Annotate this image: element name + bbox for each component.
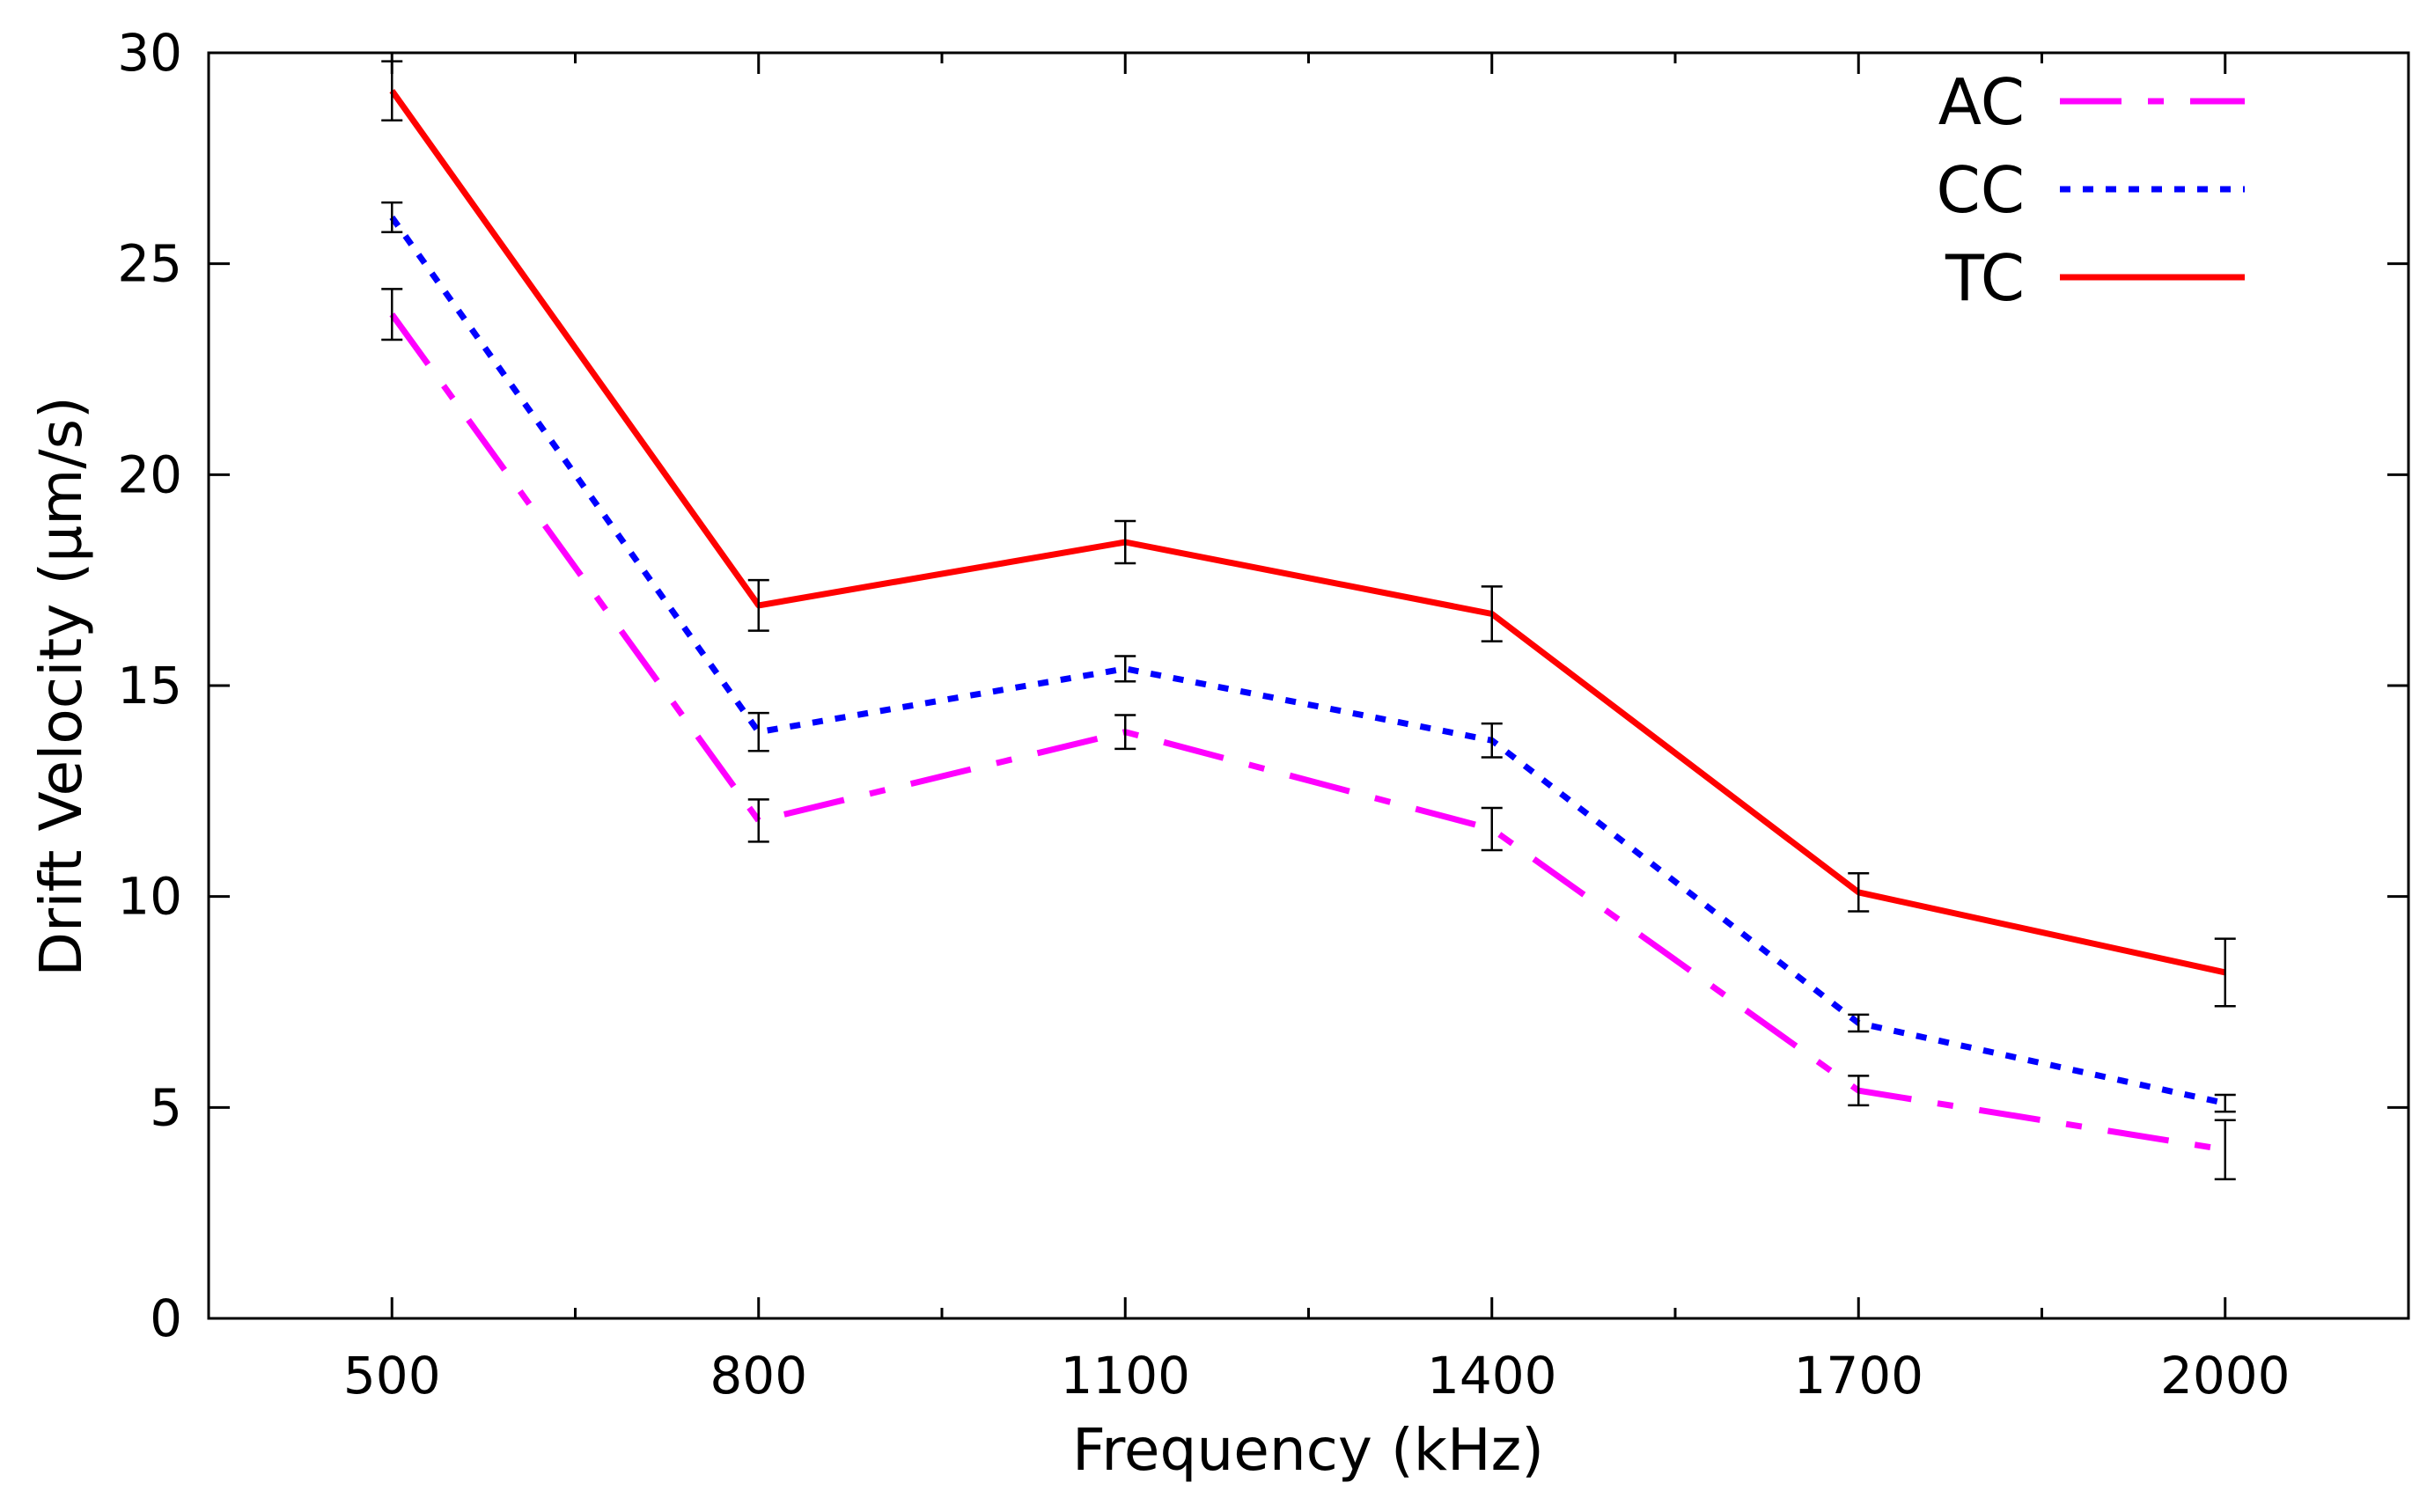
y-tick-label: 0 (150, 1288, 182, 1348)
series-line-tc (389, 89, 2226, 976)
y-tick-label: 30 (117, 23, 182, 83)
legend-item-cc: CC (1936, 153, 2245, 227)
y-tick-label: 10 (117, 867, 182, 927)
y-tick-label: 20 (117, 444, 182, 504)
error-bar (1848, 1075, 1870, 1107)
error-bar (1114, 655, 1136, 683)
series-line-ac (389, 312, 2226, 1153)
x-tick-label: 1700 (1793, 1346, 1923, 1406)
x-axis-ticks: 500 800 1100 1400 1700 2000 (343, 53, 2291, 1406)
error-bar (747, 711, 769, 752)
error-bar (381, 201, 403, 233)
legend-item-tc: TC (1945, 241, 2245, 315)
error-bar (1481, 585, 1503, 642)
error-bar (381, 60, 403, 121)
y-axis-title: Drift Velocity (µm/s) (27, 396, 95, 977)
x-axis-title: Frequency (kHz) (1072, 1416, 1544, 1484)
legend-label: TC (1945, 241, 2025, 315)
series-layer (381, 60, 2236, 1181)
y-tick-label: 15 (117, 656, 182, 716)
legend-label: CC (1936, 153, 2025, 227)
series-tc (381, 60, 2236, 1008)
error-bar (747, 798, 769, 843)
y-axis-ticks: 0 5 10 15 20 25 30 (117, 23, 2408, 1348)
error-bar (1848, 872, 1870, 913)
error-bar (1481, 806, 1503, 852)
legend: AC CC TC (1936, 65, 2245, 315)
error-bar (1481, 722, 1503, 759)
error-bar (1848, 1013, 1870, 1033)
y-tick-label: 25 (117, 234, 182, 294)
series-line-cc (389, 215, 2226, 1106)
error-bar (747, 578, 769, 632)
x-tick-label: 1400 (1427, 1346, 1557, 1406)
legend-label: AC (1938, 65, 2025, 139)
error-bar (1114, 714, 1136, 751)
series-ac (381, 288, 2236, 1181)
x-tick-label: 500 (343, 1346, 441, 1406)
error-bar (1114, 519, 1136, 565)
error-bar (2214, 1093, 2236, 1113)
error-bar (2214, 937, 2236, 1008)
error-bar (381, 288, 403, 341)
x-tick-label: 1100 (1060, 1346, 1190, 1406)
y-tick-label: 5 (150, 1077, 182, 1137)
legend-item-ac: AC (1938, 65, 2245, 139)
series-cc (381, 201, 2236, 1113)
x-tick-label: 2000 (2160, 1346, 2291, 1406)
x-tick-label: 800 (710, 1346, 807, 1406)
error-bar (2214, 1119, 2236, 1181)
